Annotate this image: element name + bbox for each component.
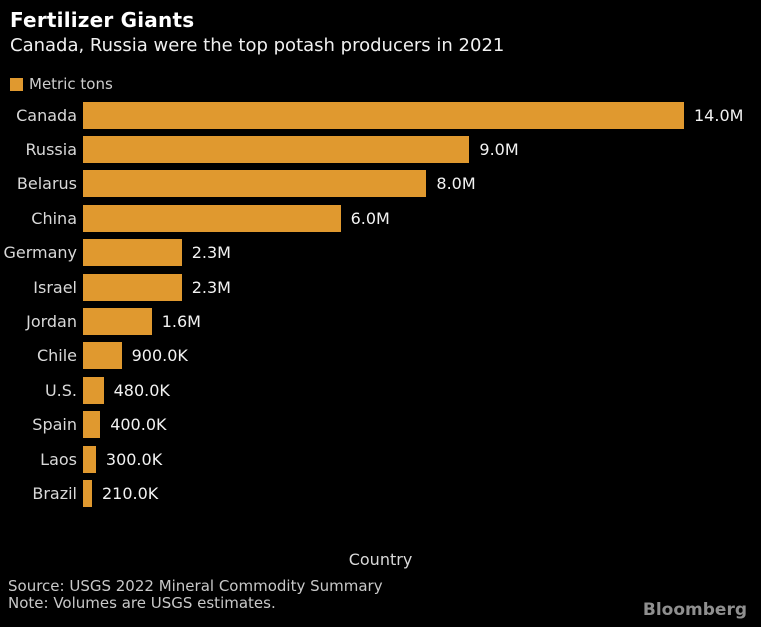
bar-track: 2.3M <box>83 273 761 301</box>
value-label: 900.0K <box>131 346 188 366</box>
chart-row: U.S. 480.0K <box>0 373 761 407</box>
bar <box>83 376 104 404</box>
value-label: 14.0M <box>694 105 744 125</box>
value-label: 400.0K <box>110 415 167 435</box>
chart-row: Canada 14.0M <box>0 98 761 132</box>
bar <box>83 479 92 507</box>
note-text: Note: Volumes are USGS estimates. <box>8 594 276 612</box>
x-axis-label: Country <box>348 550 413 569</box>
value-label: 2.3M <box>191 243 231 263</box>
category-label: Spain <box>32 415 77 435</box>
legend-swatch-icon <box>10 77 23 91</box>
chart-row: China 6.0M <box>0 201 761 235</box>
bar <box>83 239 182 267</box>
bar-track: 8.0M <box>83 170 761 198</box>
category-label: Belarus <box>16 174 77 194</box>
bar <box>83 445 96 473</box>
category-label: Brazil <box>32 483 77 503</box>
bar <box>83 308 152 336</box>
chart-row: Israel 2.3M <box>0 270 761 304</box>
category-label: Israel <box>33 277 77 297</box>
source-text: Source: USGS 2022 Mineral Commodity Summ… <box>8 577 383 595</box>
chart-row: Jordan 1.6M <box>0 304 761 338</box>
bar <box>83 273 182 301</box>
category-label: U.S. <box>44 380 77 400</box>
bar-track: 1.6M <box>83 308 761 336</box>
bar <box>83 101 684 129</box>
chart-row: Spain 400.0K <box>0 408 761 442</box>
category-label: Laos <box>40 449 77 469</box>
value-label: 6.0M <box>350 208 390 228</box>
chart-row: Laos 300.0K <box>0 442 761 476</box>
chart-row: Chile 900.0K <box>0 339 761 373</box>
bar-track: 2.3M <box>83 239 761 267</box>
value-label: 2.3M <box>191 277 231 297</box>
category-label: Chile <box>36 346 77 366</box>
bar-track: 14.0M <box>83 101 761 129</box>
bar <box>83 170 427 198</box>
category-label: China <box>31 208 77 228</box>
category-label: Canada <box>16 105 77 125</box>
bar <box>83 136 470 164</box>
value-label: 9.0M <box>479 140 519 160</box>
chart-row: Belarus 8.0M <box>0 167 761 201</box>
value-label: 8.0M <box>436 174 476 194</box>
value-label: 1.6M <box>161 312 201 332</box>
category-label: Russia <box>25 140 77 160</box>
value-label: 210.0K <box>102 483 159 503</box>
bloomberg-logo: Bloomberg <box>642 600 747 620</box>
bar-track: 400.0K <box>83 411 761 439</box>
bar <box>83 204 341 232</box>
chart-title: Fertilizer Giants <box>10 8 195 32</box>
category-label: Germany <box>3 243 77 263</box>
bar-track: 210.0K <box>83 479 761 507</box>
legend: Metric tons <box>10 75 113 93</box>
bar <box>83 342 122 370</box>
bar-track: 6.0M <box>83 204 761 232</box>
legend-label: Metric tons <box>29 75 113 93</box>
bar <box>83 411 101 439</box>
bar-track: 480.0K <box>83 376 761 404</box>
value-label: 480.0K <box>113 380 170 400</box>
chart-row: Germany 2.3M <box>0 236 761 270</box>
category-label: Jordan <box>26 312 77 332</box>
chart-subtitle: Canada, Russia were the top potash produ… <box>10 35 505 56</box>
bar-chart: Canada 14.0M Russia 9.0M Belarus 8.0M Ch… <box>0 98 761 511</box>
value-label: 300.0K <box>105 449 163 469</box>
chart-row: Russia 9.0M <box>0 132 761 166</box>
bar-track: 9.0M <box>83 136 761 164</box>
chart-row: Brazil 210.0K <box>0 476 761 510</box>
bar-track: 300.0K <box>83 445 761 473</box>
bar-track: 900.0K <box>83 342 761 370</box>
